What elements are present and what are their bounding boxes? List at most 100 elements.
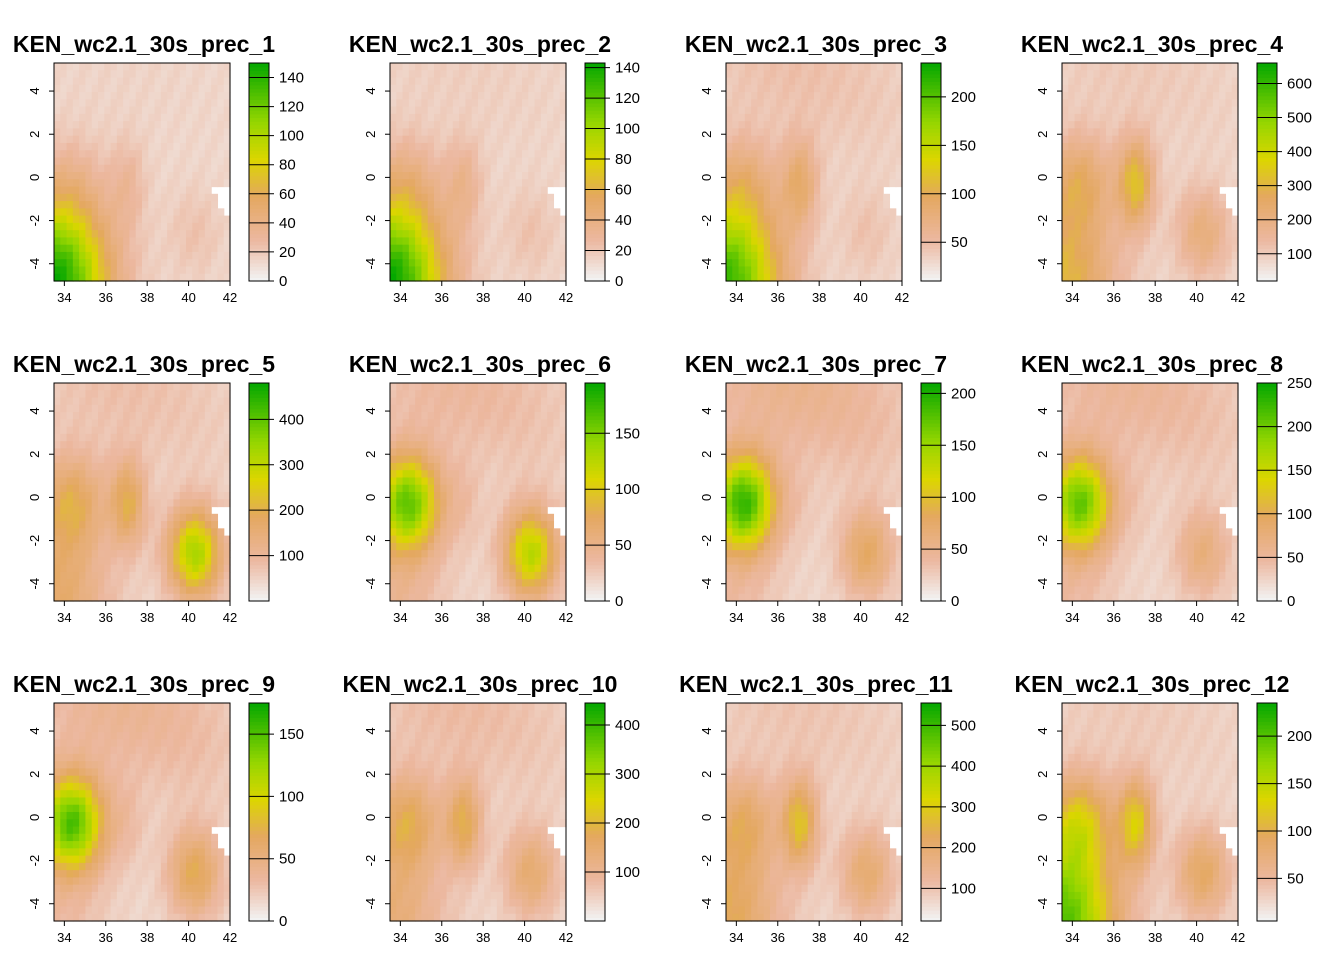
legend-tick-label: 200 [951,840,976,857]
x-tick-label: 42 [559,610,573,625]
y-tick-label: 0 [363,814,378,821]
x-tick-label: 36 [771,290,785,305]
legend-tick-label: 0 [279,273,287,290]
map-frame [1061,382,1239,602]
x-tick-label: 40 [517,610,531,625]
map-panel: KEN_wc2.1_30s_prec_134 36 38 40 42420-2-4020… [13,31,304,305]
legend-frame [1256,702,1278,922]
y-tick-label: -4 [699,578,714,590]
raster [54,703,231,922]
legend-tick-label: 400 [279,411,304,428]
map-panel: KEN_wc2.1_30s_prec_834 36 38 40 42420-2-4050… [1021,351,1312,625]
legend-tick-label: 200 [1287,728,1312,745]
y-tick-label: 4 [27,87,42,94]
legend-tick-label: 0 [615,593,623,610]
y-tick-label: 4 [363,87,378,94]
x-tick-label: 36 [771,930,785,945]
legend-tick-label: 60 [615,182,632,199]
x-tick-label: 42 [223,610,237,625]
y-tick-label: 2 [699,131,714,138]
x-tick-label: 40 [517,290,531,305]
y-tick-label: 4 [1035,727,1050,734]
legend-tick-label: 0 [951,593,959,610]
panel-title: KEN_wc2.1_30s_prec_4 [1021,31,1283,57]
x-tick-label: 42 [895,930,909,945]
y-tick-label: 2 [699,451,714,458]
legend-frame [248,382,270,602]
legend-tick-label: 100 [279,548,304,565]
y-tick-label: 4 [699,407,714,414]
y-tick-label: 2 [1035,771,1050,778]
y-tick-label: -4 [363,898,378,910]
y-tick-label: -2 [363,535,378,547]
map-panel: KEN_wc2.1_30s_prec_434 36 38 40 42420-2-4100… [1021,31,1312,305]
legend: 100 200 300 400 [584,702,640,922]
legend-tick-label: 40 [615,212,632,229]
legend-tick-label: 100 [615,481,640,498]
x-tick-label: 34 [729,610,743,625]
map-frame [725,62,903,282]
legend: 100 200 300 400 [248,382,304,602]
legend: 0 20 40 60 80 100 120 140 [248,62,304,290]
legend-tick-label: 400 [615,717,640,734]
y-tick-label: 0 [699,494,714,501]
legend-tick-label: 0 [279,913,287,930]
y-tick-label: 2 [363,451,378,458]
y-tick-label: -2 [699,215,714,227]
x-tick-label: 34 [1065,930,1079,945]
legend-tick-label: 60 [279,186,296,203]
y-tick-label: -4 [1035,898,1050,910]
legend-tick-label: 40 [279,215,296,232]
x-tick-label: 40 [853,610,867,625]
legend-tick-label: 200 [1287,419,1312,436]
x-tick-label: 38 [1148,290,1162,305]
y-tick-label: 0 [1035,814,1050,821]
legend-tick-label: 100 [951,186,976,203]
legend-tick-label: 50 [279,851,296,868]
map-frame [1061,702,1239,922]
raster [1062,63,1239,282]
x-tick-label: 38 [812,610,826,625]
map-panel: KEN_wc2.1_30s_prec_334 36 38 40 42420-2-4501… [685,31,976,305]
legend-tick-label: 100 [1287,246,1312,263]
y-tick-label: 2 [27,771,42,778]
y-tick-label: 2 [699,771,714,778]
panel-title: KEN_wc2.1_30s_prec_10 [343,671,618,697]
x-tick-label: 40 [517,930,531,945]
legend-tick-label: 300 [615,766,640,783]
legend-tick-label: 150 [951,437,976,454]
x-tick-label: 42 [895,610,909,625]
raster [390,703,567,922]
x-tick-label: 34 [729,290,743,305]
y-tick-label: -4 [363,258,378,270]
y-tick-label: 2 [27,131,42,138]
y-tick-label: 4 [1035,407,1050,414]
raster [1062,383,1239,602]
y-tick-label: 2 [363,771,378,778]
x-tick-label: 42 [1231,290,1245,305]
x-tick-label: 36 [1107,610,1121,625]
legend-tick-label: 50 [1287,549,1304,566]
legend-tick-label: 100 [951,489,976,506]
legend-tick-label: 500 [1287,110,1312,127]
raster [1062,703,1239,922]
legend-tick-label: 300 [951,799,976,816]
x-tick-label: 34 [729,930,743,945]
legend-tick-label: 50 [951,234,968,251]
x-tick-label: 40 [181,610,195,625]
raster [726,703,903,922]
legend-tick-label: 120 [615,90,640,107]
panel-title: KEN_wc2.1_30s_prec_7 [685,351,947,377]
legend-tick-label: 250 [1287,375,1312,392]
y-tick-label: -4 [363,578,378,590]
y-tick-label: -2 [363,855,378,867]
legend-tick-label: 50 [615,537,632,554]
map-frame [53,702,231,922]
y-tick-label: 0 [1035,494,1050,501]
map-frame [389,62,567,282]
x-tick-label: 40 [1189,930,1203,945]
legend-tick-label: 200 [951,89,976,106]
